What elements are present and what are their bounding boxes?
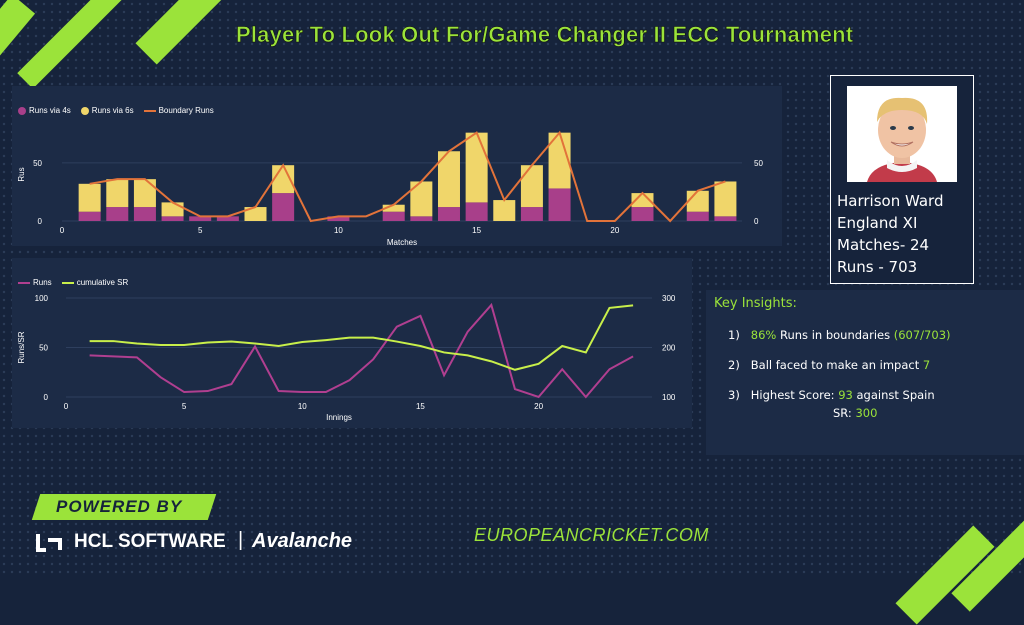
insight-1: 1) 86% Runs in boundaries (607/703): [728, 328, 951, 342]
legend-runs: Runs: [18, 278, 52, 287]
page-title: Player To Look Out For/Game Changer II E…: [236, 22, 854, 48]
key-insights-panel: Key Insights: 1) 86% Runs in boundaries …: [706, 290, 1024, 455]
player-matches: Matches- 24: [837, 236, 930, 254]
player-runs: Runs - 703: [837, 258, 918, 276]
player-team: England XI: [837, 214, 918, 232]
insight-3-sr: SR: 300: [833, 406, 878, 420]
player-name: Harrison Ward: [837, 192, 944, 210]
insights-title: Key Insights:: [714, 296, 797, 311]
powered-by-label: POWERED BY: [56, 497, 183, 516]
legend-boundary-runs: Boundary Runs: [143, 106, 214, 115]
hcl-logo-icon: [36, 534, 62, 552]
player-card: Harrison Ward England XI Matches- 24 Run…: [830, 75, 974, 284]
hcl-software-logo: HCL SOFTWARE: [74, 531, 226, 552]
chart1-legend: Runs via 4s Runs via 6s Boundary Runs: [18, 106, 214, 115]
chart2-legend: Runs cumulative SR: [18, 278, 128, 287]
legend-runs-via-4s: Runs via 4s: [18, 106, 71, 115]
insight-3: 3) Highest Score: 93 against Spain: [728, 388, 935, 402]
insight-2: 2) Ball faced to make an impact 7: [728, 358, 931, 372]
legend-cumulative-sr: cumulative SR: [61, 278, 128, 287]
legend-runs-via-6s: Runs via 6s: [80, 106, 134, 115]
website-link[interactable]: EUROPEANCRICKET.COM: [474, 525, 709, 545]
footer-divider: |: [238, 529, 244, 551]
player-photo: [847, 86, 957, 182]
avalanche-logo: Avalanche: [252, 530, 353, 552]
